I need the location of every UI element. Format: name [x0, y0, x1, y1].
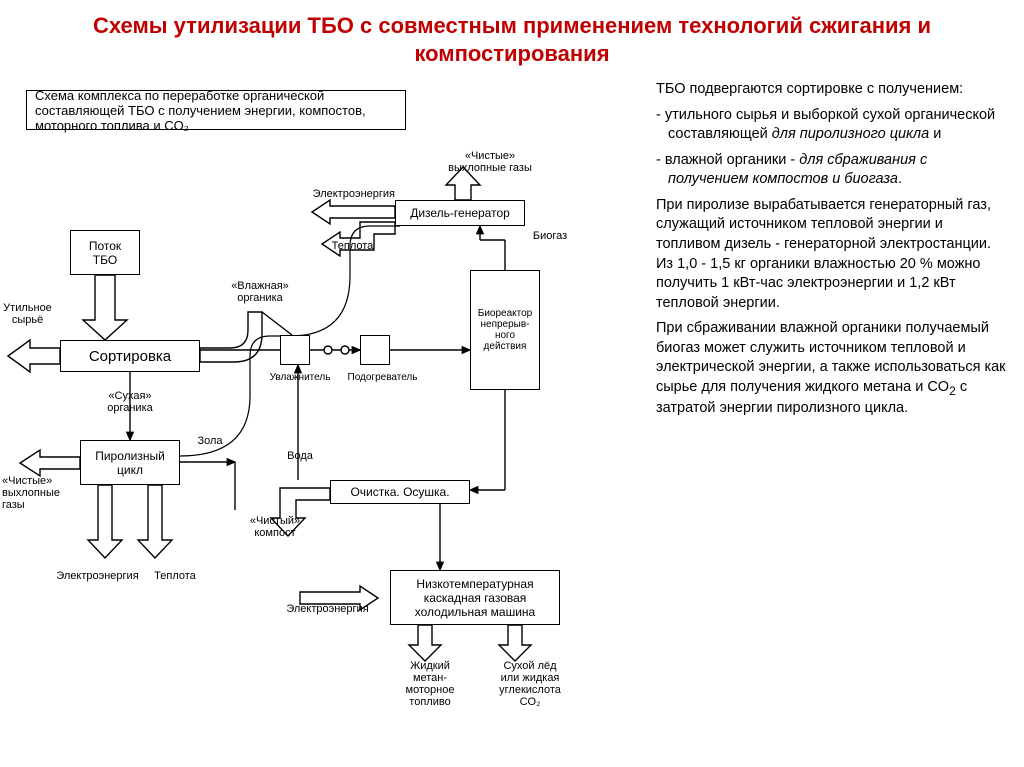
para-3-lead: - влажной органики -	[656, 152, 799, 168]
label-compost: «Чистый»компост	[245, 515, 305, 539]
para-1: ТБО подвергаются сортировке с получением…	[640, 80, 1010, 100]
label-heat-1: Теплота	[145, 570, 205, 582]
node-bioreactor: Биореакторнепрерыв-ногодействия	[470, 270, 540, 390]
node-humidifier-box	[280, 335, 310, 365]
text-column: ТБО подвергаются сортировке с получением…	[640, 80, 1024, 767]
node-pyrolysis-cycle: Пиролизныйцикл	[80, 440, 180, 485]
label-electro-1: Электроэнергия	[50, 570, 145, 582]
diagram-caption: Схема комплекса по переработке органичес…	[26, 90, 406, 130]
label-co2: Сухой лёдили жидкаяуглекислотаCO₂	[490, 660, 570, 708]
label-heater: Подогреватель	[340, 372, 425, 383]
label-electro-2: Электроэнергия	[300, 188, 395, 200]
para-5: При сбраживании влажной органики получае…	[640, 319, 1010, 418]
para-3-tail: .	[898, 171, 902, 187]
label-water: Вода	[280, 450, 320, 462]
label-wet-organic: «Влажная»органика	[225, 280, 295, 304]
label-biogas: Биогаз	[525, 230, 575, 242]
para-2: - утильного сырья и выборкой сухой орган…	[640, 106, 1010, 145]
node-cleaning-drying: Очистка. Осушка.	[330, 480, 470, 504]
flowchart-diagram: Схема комплекса по переработке органичес…	[0, 80, 640, 760]
label-clean-gas-2: «Чистые»выхлопные газы	[435, 150, 545, 174]
label-electro-3: Электроэнергия	[280, 603, 375, 615]
para-3: - влажной органики - для сбраживания с п…	[640, 151, 1010, 190]
label-clean-gas-1: «Чистые»выхлопные газы	[2, 475, 80, 511]
node-potok-tbo: ПотокТБО	[70, 230, 140, 275]
page-title: Схемы утилизации ТБО с совместным примен…	[0, 0, 1024, 75]
para-4: При пиролизе вырабатывается генераторный…	[640, 196, 1010, 313]
label-ash: Зола	[190, 435, 230, 447]
label-dry-organic: «Сухая»органика	[100, 390, 160, 414]
para-5-sub: 2	[949, 384, 956, 398]
label-methane: Жидкийметан-моторноетопливо	[395, 660, 465, 708]
label-heat-2: Теплота	[325, 240, 380, 252]
label-util-raw: Утильноесырьё	[0, 302, 55, 326]
node-sortirovka: Сортировка	[60, 340, 200, 372]
node-heater-box	[360, 335, 390, 365]
node-cold-machine: Низкотемпературнаякаскадная газоваяхолод…	[390, 570, 560, 625]
diagram-wires	[0, 80, 640, 760]
content-row: Схема комплекса по переработке органичес…	[0, 80, 1024, 767]
para-2-italic: для пиролизного цикла	[772, 126, 929, 142]
node-diesel-generator: Дизель-генератор	[395, 200, 525, 226]
para-2-tail: и	[929, 126, 941, 142]
label-humidifier: Увлажнитель	[265, 372, 335, 383]
